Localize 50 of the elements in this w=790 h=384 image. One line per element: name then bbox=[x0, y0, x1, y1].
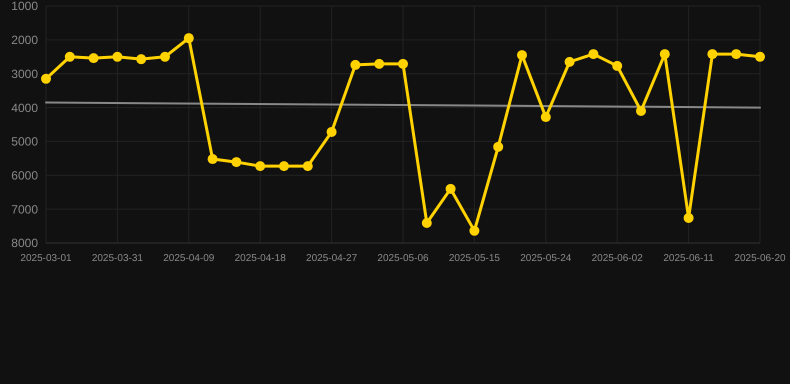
x-tick-label: 2025-06-11 bbox=[663, 253, 714, 264]
point bbox=[755, 52, 765, 62]
point bbox=[588, 49, 598, 60]
point bbox=[540, 112, 551, 122]
point bbox=[422, 218, 432, 228]
point bbox=[731, 49, 742, 60]
point bbox=[517, 50, 527, 60]
point bbox=[398, 58, 408, 69]
point bbox=[136, 54, 146, 64]
point bbox=[660, 49, 670, 60]
point bbox=[636, 106, 646, 116]
point bbox=[326, 126, 337, 137]
x-tick-label: 2025-05-15 bbox=[448, 253, 500, 264]
x-tick-label: 2025-05-24 bbox=[520, 253, 572, 264]
y-tick-label: 4000 bbox=[11, 100, 38, 115]
y-tick-label: 7000 bbox=[11, 202, 38, 216]
point bbox=[374, 58, 384, 69]
x-tick-label: 2025-04-18 bbox=[234, 253, 286, 264]
x-tick-label: 2025-04-27 bbox=[306, 253, 358, 264]
y-tick-label: 5000 bbox=[11, 134, 38, 149]
x-tick-label: 2025-06-20 bbox=[734, 253, 786, 264]
x-tick-label: 2025-03-01 bbox=[20, 253, 72, 264]
y-tick-label: 3000 bbox=[11, 66, 38, 81]
point bbox=[88, 53, 99, 64]
x-tick-label: 2025-06-02 bbox=[592, 253, 644, 264]
point bbox=[184, 33, 194, 44]
point bbox=[255, 161, 266, 172]
point bbox=[564, 56, 575, 67]
point bbox=[707, 49, 718, 60]
point bbox=[279, 161, 289, 172]
x-tick-label: 2025-03-31 bbox=[92, 253, 144, 264]
y-tick-label: 1000 bbox=[11, 0, 38, 14]
point bbox=[612, 60, 622, 71]
point bbox=[160, 52, 170, 62]
point bbox=[64, 52, 75, 62]
point bbox=[446, 184, 456, 194]
x-tick-label: 2025-05-06 bbox=[377, 253, 430, 264]
point bbox=[112, 52, 122, 62]
point bbox=[208, 154, 218, 164]
point bbox=[41, 74, 51, 84]
point bbox=[231, 157, 242, 168]
y-tick-label: 8000 bbox=[11, 236, 38, 250]
x-tick-label: 2025-04-09 bbox=[163, 253, 215, 264]
y-tick-label: 6000 bbox=[11, 168, 38, 182]
point bbox=[350, 60, 360, 70]
y-tick-label: 2000 bbox=[11, 33, 38, 48]
point bbox=[493, 142, 504, 152]
point bbox=[684, 212, 694, 223]
point bbox=[469, 226, 480, 236]
point bbox=[302, 161, 313, 172]
